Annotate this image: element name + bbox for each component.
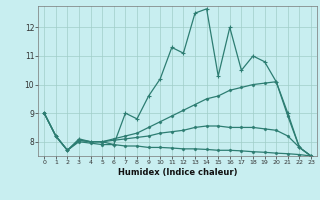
X-axis label: Humidex (Indice chaleur): Humidex (Indice chaleur)	[118, 168, 237, 177]
